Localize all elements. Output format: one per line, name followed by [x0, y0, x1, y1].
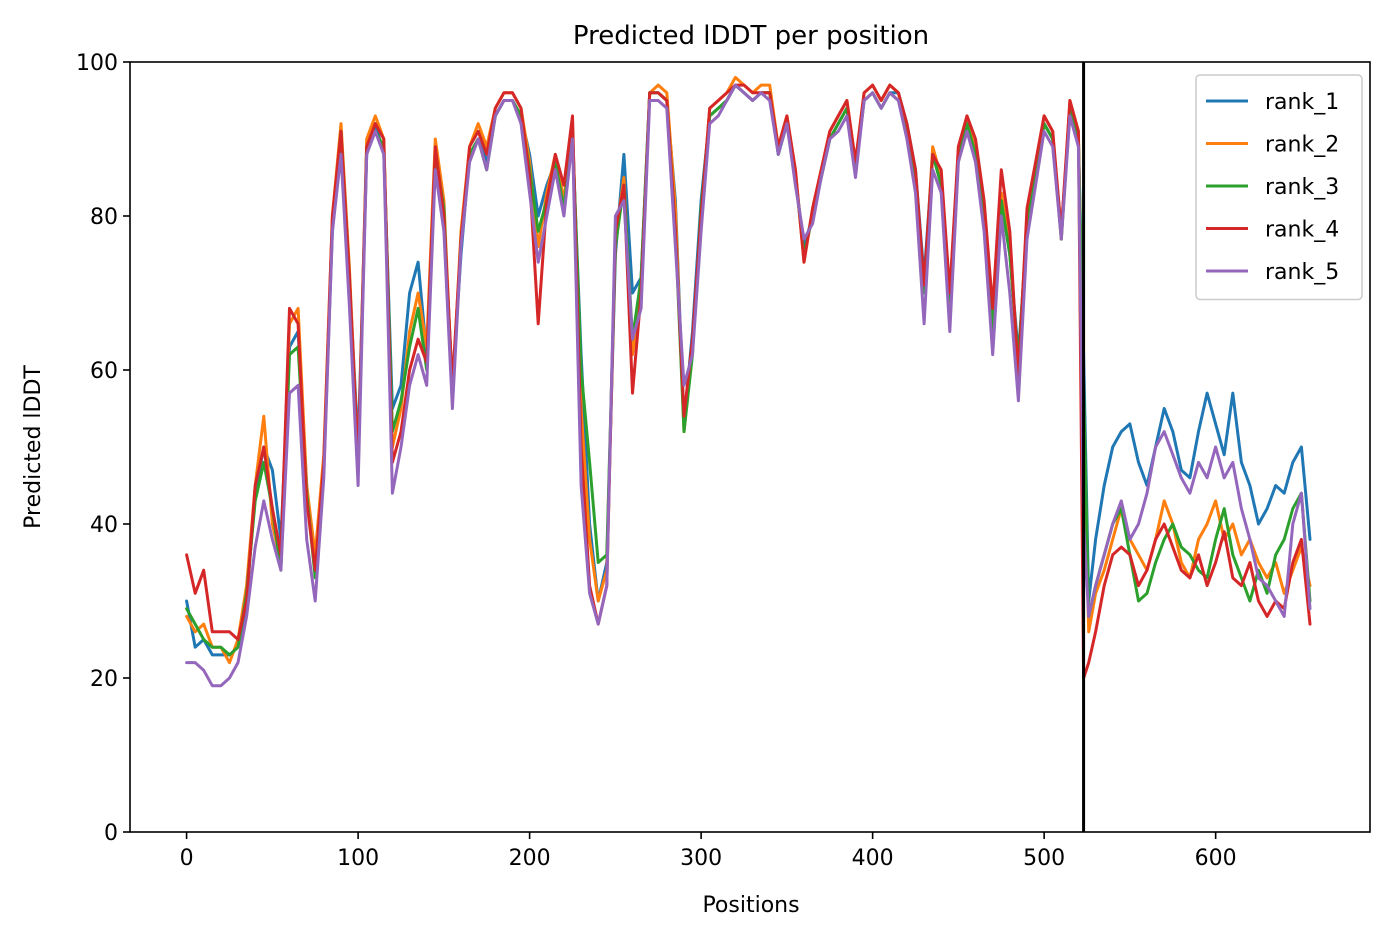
y-tick-label: 60 [90, 359, 118, 384]
x-tick-label: 500 [1023, 846, 1065, 871]
legend-label: rank_3 [1265, 175, 1339, 200]
legend-label: rank_2 [1265, 133, 1339, 158]
legend-box [1195, 74, 1363, 301]
legend: rank_1 rank_2 rank_3 rank_4 rank_5 [1195, 74, 1363, 301]
y-axis-title: Predicted lDDT [21, 365, 46, 529]
x-tick-label: 200 [509, 846, 551, 871]
series-line-rank-5 [185, 83, 1312, 688]
y-tick-label: 0 [104, 821, 118, 846]
legend-label: rank_5 [1265, 260, 1339, 285]
x-tick-label: 0 [180, 846, 194, 871]
x-tick-label: 400 [852, 846, 894, 871]
chart-title: Predicted lDDT per position [573, 21, 929, 51]
x-tick-label: 600 [1195, 846, 1237, 871]
x-axis-title: Positions [702, 893, 799, 918]
y-tick-label: 100 [76, 51, 118, 76]
legend-label: rank_1 [1265, 90, 1339, 115]
y-tick-label: 20 [90, 667, 118, 692]
plot-area: 0 100 200 300 400 500 600 0 20 40 60 80 100 [76, 51, 1371, 871]
x-tick-label: 300 [680, 846, 722, 871]
series-line-rank-4 [185, 83, 1312, 680]
legend-label: rank_4 [1265, 218, 1339, 243]
x-tick-label: 100 [337, 846, 379, 871]
series-group [185, 75, 1312, 688]
plot-frame [129, 61, 1371, 833]
y-tick-label: 80 [90, 205, 118, 230]
y-tick-label: 40 [90, 513, 118, 538]
